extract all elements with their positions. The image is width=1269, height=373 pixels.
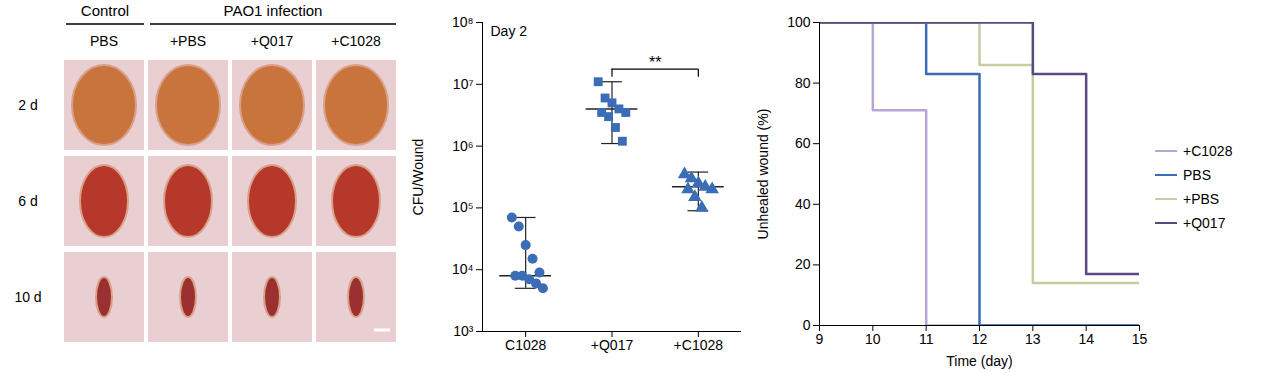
svg-text:PAO1 infection: PAO1 infection	[224, 2, 323, 19]
svg-text:+C1028: +C1028	[331, 33, 381, 49]
svg-text:100: 100	[787, 14, 811, 30]
svg-text:10⁴: 10⁴	[452, 261, 474, 277]
svg-text:15: 15	[1132, 331, 1148, 347]
svg-text:PBS: PBS	[90, 33, 118, 49]
svg-text:C1028: C1028	[505, 337, 546, 353]
html-text:+Q017: +Q017	[1183, 214, 1226, 231]
svg-text:40: 40	[795, 196, 811, 212]
svg-text:Day 2: Day 2	[491, 23, 528, 39]
svg-text:+Q017: +Q017	[591, 337, 634, 353]
html-text:+C1028: +C1028	[1183, 142, 1233, 159]
svg-text:+C1028: +C1028	[674, 337, 724, 353]
svg-text:10⁵: 10⁵	[452, 199, 473, 215]
svg-text:2 d: 2 d	[18, 97, 37, 113]
svg-text:Control: Control	[81, 2, 129, 19]
svg-text:0: 0	[803, 317, 811, 333]
svg-text:CFU/Wound: CFU/Wound	[410, 139, 426, 216]
html-text:+PBS: +PBS	[1183, 190, 1220, 207]
svg-text:10⁸: 10⁸	[452, 14, 474, 30]
svg-text:11: 11	[919, 331, 934, 347]
svg-text:+PBS: +PBS	[170, 33, 206, 49]
svg-text:13: 13	[1025, 331, 1041, 347]
svg-text:6 d: 6 d	[18, 193, 37, 209]
svg-text:9: 9	[816, 331, 824, 347]
svg-text:20: 20	[795, 256, 811, 272]
svg-text:10 d: 10 d	[14, 289, 41, 305]
svg-text:Unhealed wound (%): Unhealed wound (%)	[755, 109, 771, 240]
svg-text:14: 14	[1078, 331, 1094, 347]
html-text:PBS: PBS	[1183, 166, 1211, 183]
svg-text:10³: 10³	[453, 323, 474, 339]
svg-text:60: 60	[795, 135, 811, 151]
svg-text:80: 80	[795, 75, 811, 91]
svg-text:**: **	[649, 54, 661, 71]
svg-text:+Q017: +Q017	[251, 33, 294, 49]
svg-text:Time (day): Time (day)	[946, 353, 1012, 369]
svg-text:10⁷: 10⁷	[453, 76, 474, 92]
svg-text:12: 12	[972, 331, 988, 347]
svg-text:10⁶: 10⁶	[452, 138, 473, 154]
svg-text:10: 10	[865, 331, 881, 347]
